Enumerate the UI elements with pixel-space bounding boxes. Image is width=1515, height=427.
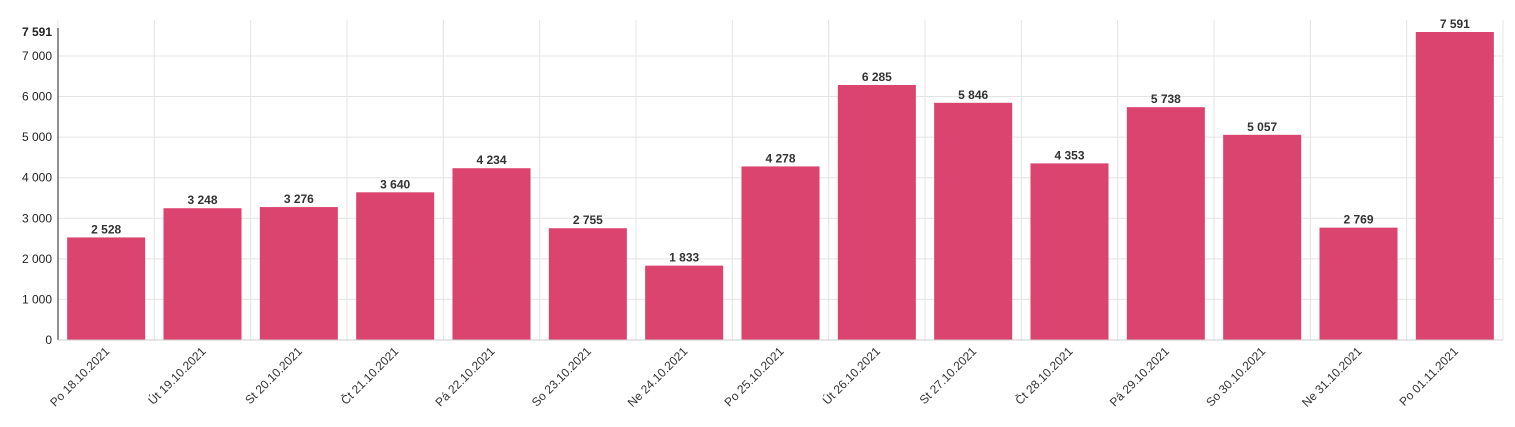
bar[interactable] <box>1415 32 1494 340</box>
bar[interactable] <box>934 102 1013 340</box>
bar[interactable] <box>645 265 724 340</box>
bar[interactable] <box>163 208 242 340</box>
bar-value-label: 3 276 <box>284 192 314 206</box>
x-tick-label: Po 01.11.2021 <box>1396 344 1461 409</box>
bar[interactable] <box>356 192 435 340</box>
x-tick-label: Po 18.10.2021 <box>47 344 112 409</box>
y-tick-label: 4 000 <box>22 171 52 185</box>
x-tick-label: Po 25.10.2021 <box>722 344 787 409</box>
bar[interactable] <box>548 228 627 340</box>
axes <box>57 28 1503 341</box>
bar[interactable] <box>452 168 531 340</box>
y-tick-label: 1 000 <box>22 292 52 306</box>
x-tick-label: Ne 24.10.2021 <box>625 344 691 410</box>
x-tick-label: Čt 28.10.2021 <box>1012 343 1076 407</box>
bar[interactable] <box>1319 227 1398 340</box>
bar-value-label: 5 846 <box>958 88 988 102</box>
y-tick-label: 7 591 <box>22 25 52 39</box>
bar-value-label: 4 353 <box>1054 148 1084 162</box>
bar-value-label: 2 755 <box>573 213 603 227</box>
x-tick-label: So 30.10.2021 <box>1203 344 1268 409</box>
bar-value-label: 1 833 <box>669 251 699 265</box>
bar-value-label: 2 769 <box>1343 213 1373 227</box>
x-tick-label: St 20.10.2021 <box>242 344 305 407</box>
x-tick-label: Út 19.10.2021 <box>145 343 209 407</box>
y-tick-label: 7 000 <box>22 49 52 63</box>
bar-value-label: 5 738 <box>1151 92 1181 106</box>
bar-value-label: 3 640 <box>380 177 410 191</box>
bar-value-label: 3 248 <box>187 193 217 207</box>
bar[interactable] <box>1030 163 1109 340</box>
bar[interactable] <box>1223 134 1302 340</box>
bar-value-label: 4 234 <box>476 153 506 167</box>
y-tick-label: 6 000 <box>22 90 52 104</box>
y-tick-label: 2 000 <box>22 252 52 266</box>
x-tick-label: St 27.10.2021 <box>917 344 980 407</box>
bar-value-label: 4 278 <box>765 151 795 165</box>
x-tick-label: Út 26.10.2021 <box>819 343 883 407</box>
x-tick-label: Čt 21.10.2021 <box>337 343 401 407</box>
bar[interactable] <box>1126 107 1205 340</box>
bar-value-label: 2 528 <box>91 222 121 236</box>
x-tick-label: Ne 31.10.2021 <box>1299 344 1365 410</box>
x-tick-label: So 23.10.2021 <box>529 344 594 409</box>
x-tick-label: Pá 29.10.2021 <box>1107 344 1172 409</box>
y-tick-label: 5 000 <box>22 130 52 144</box>
bar[interactable] <box>67 237 146 340</box>
bar[interactable] <box>837 84 916 341</box>
y-tick-label: 0 <box>45 333 52 347</box>
bar[interactable] <box>741 166 820 340</box>
bar-value-label: 5 057 <box>1247 120 1277 134</box>
bar-value-label: 6 285 <box>862 70 892 84</box>
bar[interactable] <box>259 207 338 340</box>
y-tick-label: 3 000 <box>22 211 52 225</box>
bar-value-label: 7 591 <box>1440 17 1470 31</box>
bars <box>67 32 1494 341</box>
x-tick-label: Pá 22.10.2021 <box>433 344 498 409</box>
